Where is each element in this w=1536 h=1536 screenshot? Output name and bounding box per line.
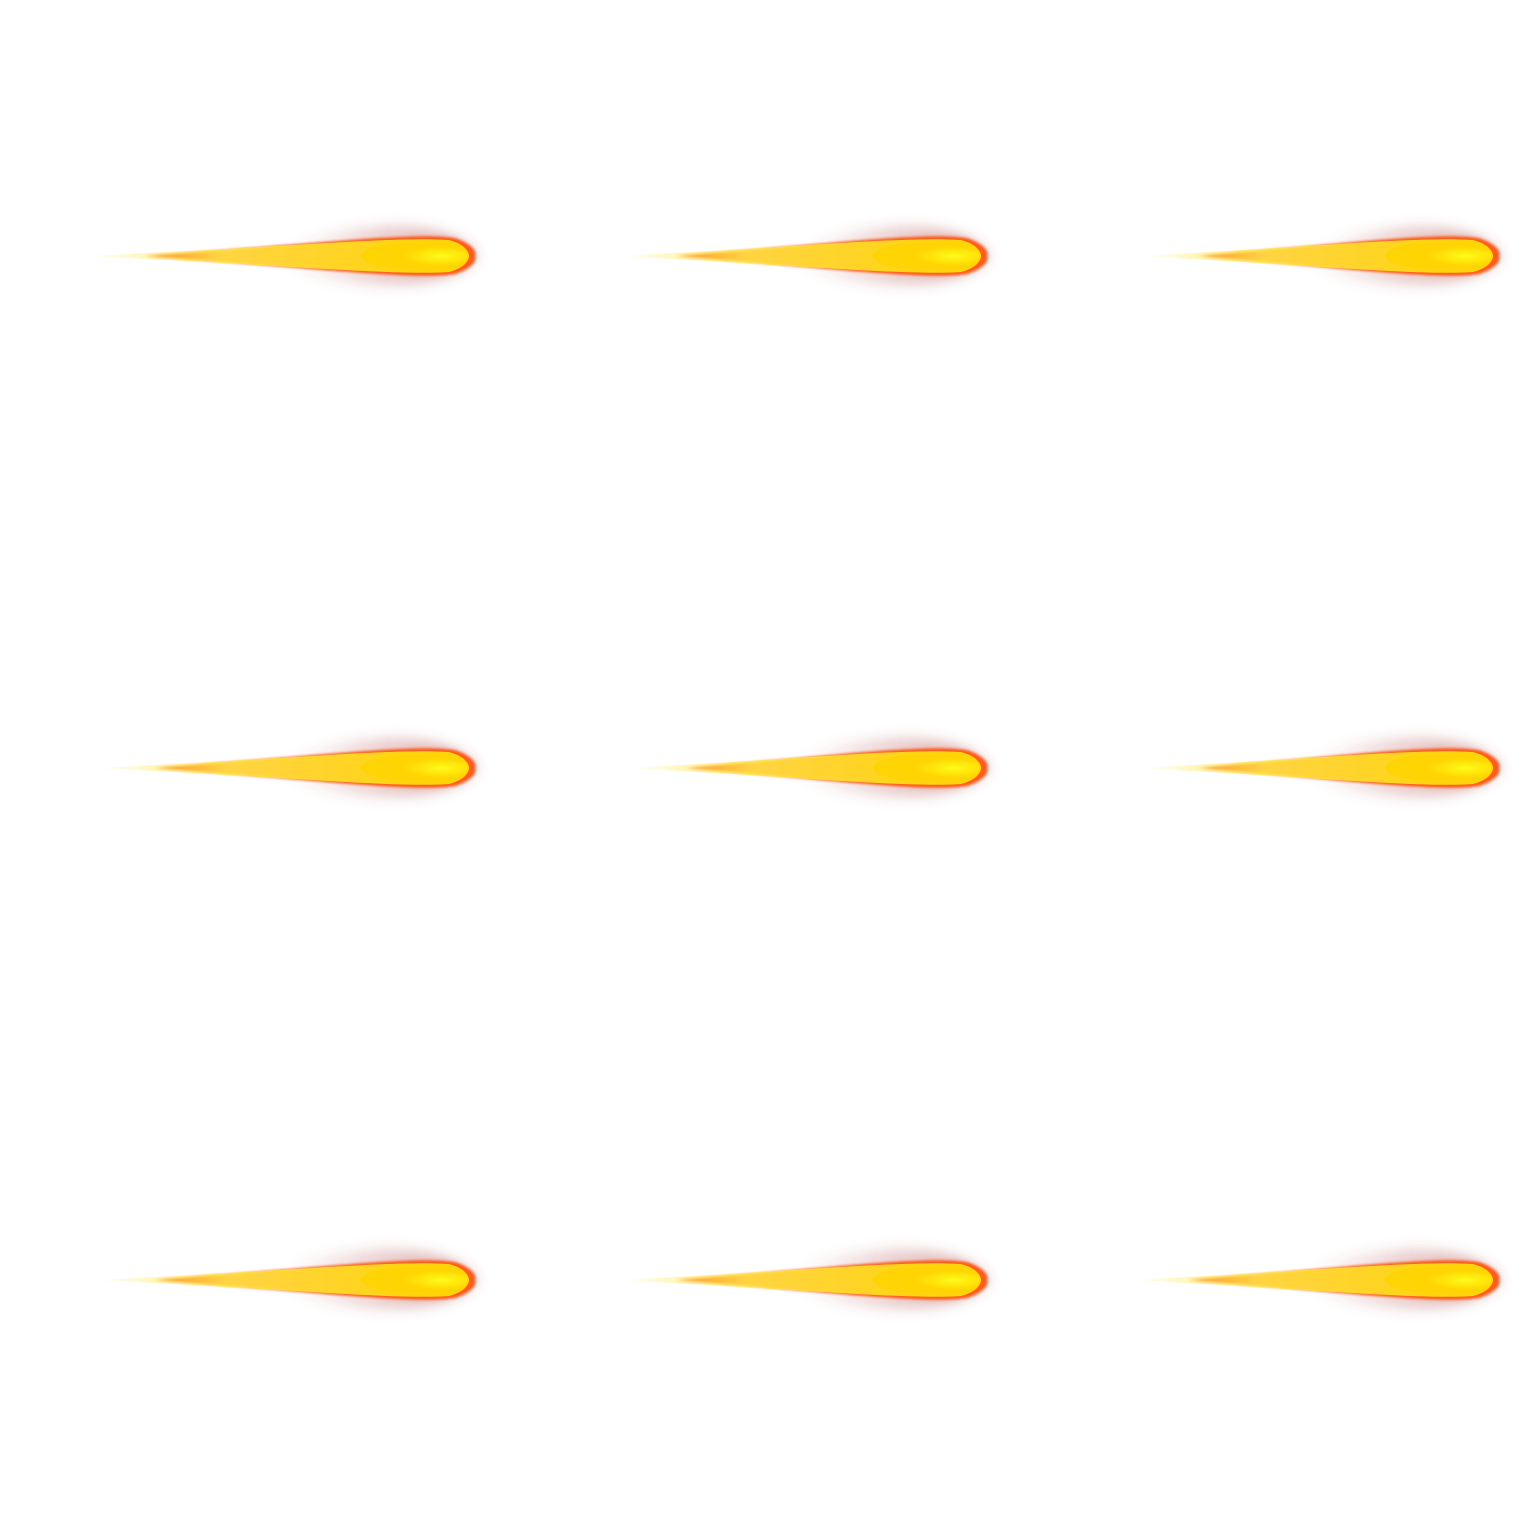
fireball-icon	[617, 226, 989, 286]
fireball-icon	[85, 225, 477, 286]
fireball-icon	[627, 737, 989, 798]
fire-core	[361, 242, 469, 270]
fireball-icon	[1139, 226, 1501, 286]
fire-core	[1385, 242, 1493, 270]
fire-core	[361, 754, 469, 782]
fireball-icon	[1139, 737, 1501, 798]
sprite-frame-9	[1024, 1024, 1536, 1536]
sprite-frame-7	[0, 1024, 512, 1536]
sprite-frame-6	[1024, 512, 1536, 1024]
sprite-frame-4	[0, 512, 512, 1024]
sprite-frame-8	[512, 1024, 1024, 1536]
sprite-frame-1	[0, 0, 512, 512]
fire-core	[873, 242, 981, 270]
fire-core	[1385, 1266, 1493, 1294]
fireball-icon	[95, 737, 477, 798]
fire-core	[873, 754, 981, 782]
fireball-icon	[617, 1248, 989, 1310]
fire-core	[873, 1266, 981, 1294]
fireball-icon	[1129, 1249, 1501, 1310]
sprite-frame-2	[512, 0, 1024, 512]
fireball-icon	[95, 1248, 477, 1310]
sprite-frame-5	[512, 512, 1024, 1024]
fire-core	[361, 1266, 469, 1294]
sprite-frame-3	[1024, 0, 1536, 512]
fire-core	[1385, 754, 1493, 782]
